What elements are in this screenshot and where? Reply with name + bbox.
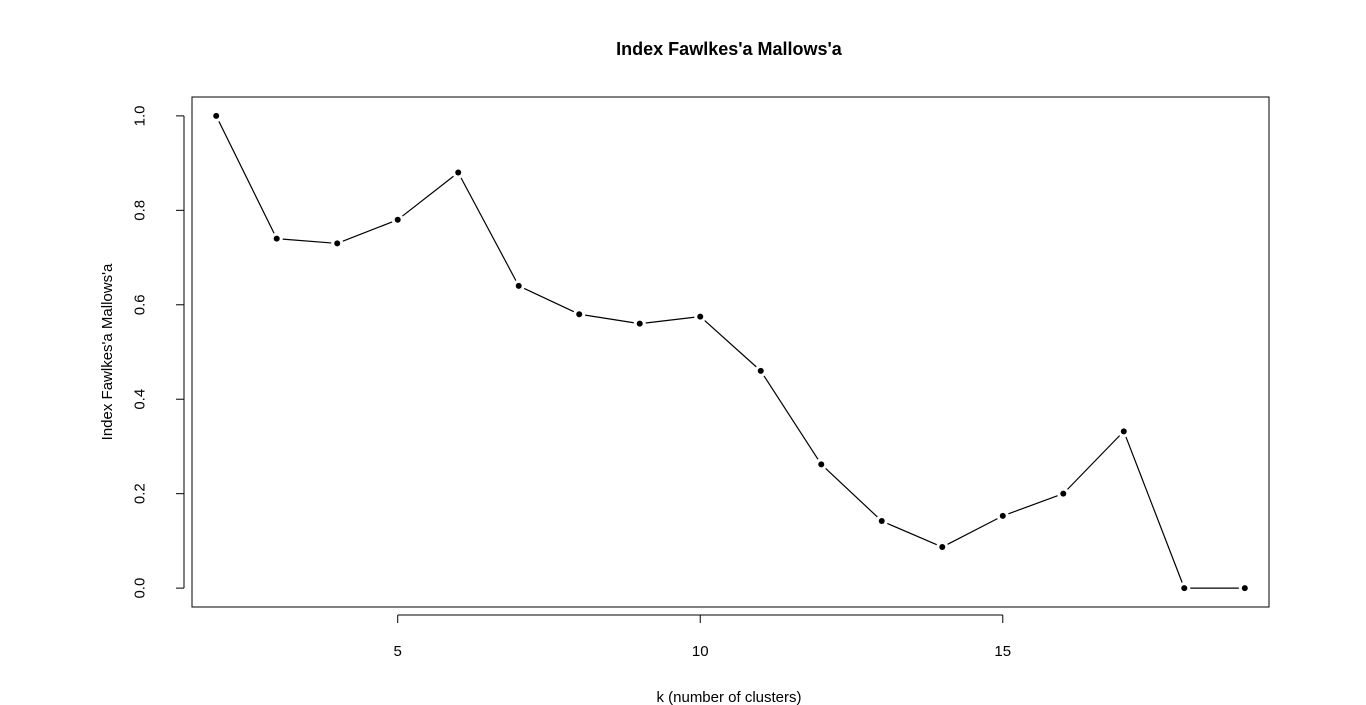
y-tick-label: 0.6: [132, 294, 149, 315]
data-point: [273, 235, 280, 242]
series-line-segment: [585, 314, 634, 324]
y-axis: 0.0 0.2 0.4 0.6 0.8 1.0: [132, 105, 185, 599]
series-line-segment: [402, 175, 454, 217]
data-point: [878, 518, 885, 525]
data-point: [636, 320, 643, 327]
series-line-segment: [704, 320, 757, 368]
data-point: [334, 240, 341, 247]
data-point: [213, 112, 220, 119]
x-tick-label: 15: [994, 643, 1011, 660]
y-tick-label: 0.8: [132, 200, 149, 221]
plot-frame: [191, 96, 1270, 608]
data-point: [1120, 428, 1127, 435]
series-line-segment: [887, 522, 937, 546]
series-line-segment: [645, 316, 695, 324]
data-point: [939, 544, 946, 551]
chart-title: Index Fawlkes'a Mallows'a: [616, 39, 843, 59]
data-point: [394, 216, 401, 223]
data-point: [1181, 585, 1188, 592]
series-line-segment: [1067, 435, 1121, 490]
series-line-segment: [218, 121, 275, 234]
data-point: [1060, 490, 1067, 497]
x-axis-label: k (number of clusters): [656, 689, 801, 705]
y-tick-label: 0.4: [132, 389, 149, 410]
y-tick-label: 1.0: [132, 105, 149, 126]
series-line-segment: [1008, 495, 1058, 515]
x-axis: 5 10 15: [394, 614, 1011, 660]
data-point: [818, 461, 825, 468]
data-point: [697, 313, 704, 320]
y-tick-label: 0.2: [132, 483, 149, 504]
series-line-segment: [947, 518, 998, 545]
data-point: [1241, 585, 1248, 592]
data-point: [757, 367, 764, 374]
data-point: [576, 311, 583, 318]
data-point: [455, 169, 462, 176]
series-line-segment: [523, 287, 575, 313]
data-point: [515, 282, 522, 289]
series-line-segment: [1125, 436, 1183, 583]
x-tick-label: 10: [692, 643, 709, 660]
series-group: [213, 112, 1248, 592]
series-line-segment: [460, 177, 517, 281]
series-line-segment: [282, 238, 332, 244]
series-line-segment: [825, 468, 878, 518]
y-axis-label: Index Fawlkes'a Mallows'a: [99, 263, 116, 440]
x-tick-label: 5: [394, 643, 402, 660]
data-point: [999, 512, 1006, 519]
series-line-segment: [342, 221, 393, 242]
series-line-segment: [763, 375, 819, 460]
y-tick-label: 0.0: [132, 578, 149, 599]
